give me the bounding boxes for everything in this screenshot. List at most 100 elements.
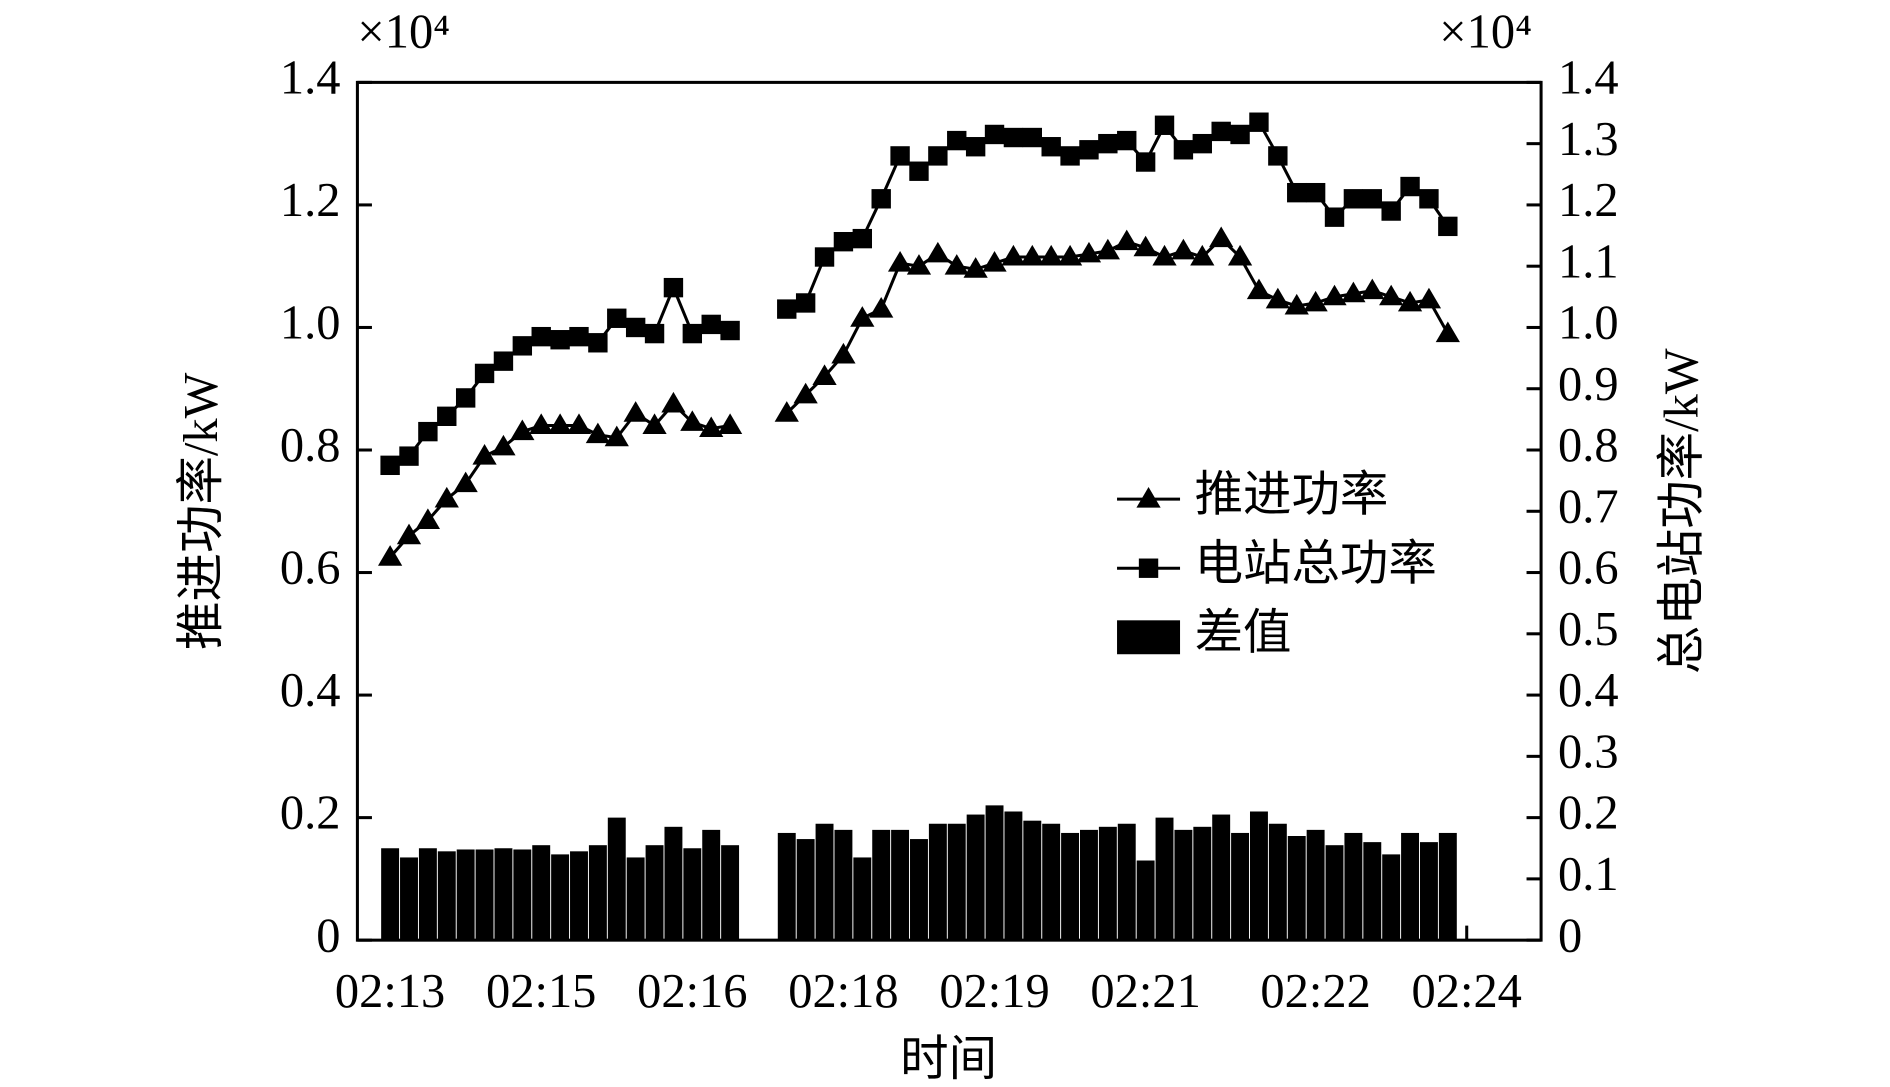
point-marker [869, 296, 894, 318]
point-marker [1114, 229, 1139, 251]
point-marker [1020, 244, 1045, 266]
point-marker [644, 323, 665, 344]
point-marker [1381, 201, 1401, 221]
y2-tick-label: 0 [1558, 909, 1582, 962]
bar [1382, 854, 1401, 941]
point-marker [415, 508, 441, 529]
point-marker [474, 363, 495, 384]
point-marker [1230, 124, 1250, 145]
y-tick-label: 1.4 [280, 52, 341, 105]
bar [721, 845, 740, 941]
legend-marker [1136, 487, 1161, 508]
point-marker [1117, 130, 1137, 151]
point-marker [774, 401, 799, 422]
point-marker [1343, 189, 1364, 209]
point-marker [1246, 278, 1272, 300]
y-tick-label: 0.6 [280, 542, 341, 595]
point-marker [965, 137, 986, 157]
point-marker [588, 333, 608, 353]
y2-tick-label: 0.8 [1558, 419, 1619, 472]
bar [1363, 842, 1382, 941]
point-marker [661, 391, 686, 413]
y-axis-title: 推进功率/kW [175, 372, 228, 650]
bar [910, 839, 928, 941]
bar [1401, 832, 1420, 941]
bar [1136, 860, 1155, 941]
point-marker [1416, 287, 1442, 309]
bar [1098, 826, 1117, 941]
bar [418, 848, 437, 941]
point-marker [944, 254, 969, 275]
bar [1023, 820, 1042, 941]
point-marker [682, 323, 703, 344]
y2-tick-label: 0.7 [1558, 480, 1619, 533]
point-marker [1265, 287, 1290, 309]
bar [626, 857, 645, 941]
bar [588, 845, 607, 941]
point-marker [852, 228, 873, 249]
y2-tick-label: 0.9 [1558, 358, 1619, 411]
point-marker [625, 317, 646, 338]
point-marker [1152, 244, 1177, 266]
point-marker [493, 351, 514, 371]
y-tick-label: 0 [316, 909, 340, 962]
legend-swatch [1117, 620, 1181, 655]
point-marker [717, 413, 743, 434]
bar [702, 829, 721, 941]
bar [1193, 826, 1212, 941]
point-marker [831, 342, 856, 364]
point-marker [833, 231, 854, 252]
point-marker [642, 413, 667, 434]
point-marker [1095, 238, 1120, 260]
point-marker [812, 364, 837, 385]
x-tick-label: 02:15 [486, 965, 596, 1018]
point-marker [850, 306, 875, 327]
point-marker [984, 124, 1005, 145]
bar [891, 829, 910, 941]
point-marker [550, 330, 570, 350]
point-marker [1322, 284, 1347, 306]
point-marker [1400, 176, 1420, 197]
point-marker [890, 146, 910, 166]
bar [1061, 832, 1080, 941]
point-marker [947, 130, 967, 151]
point-marker [909, 161, 929, 181]
bar [607, 817, 626, 941]
point-marker [1041, 137, 1061, 157]
bar [437, 851, 456, 941]
point-marker [472, 444, 497, 465]
point-marker [1003, 127, 1024, 148]
point-marker [1135, 152, 1156, 172]
bar [1325, 845, 1344, 941]
bar [1174, 829, 1193, 941]
x-tick-label: 02:13 [335, 965, 445, 1018]
x-tick-label: 02:22 [1260, 965, 1370, 1018]
point-marker [1435, 321, 1460, 343]
point-marker [928, 146, 948, 166]
y2-tick-label: 1.4 [1558, 52, 1619, 105]
point-marker [1360, 278, 1385, 300]
point-marker [491, 434, 516, 456]
point-marker [1211, 121, 1231, 142]
point-marker [777, 299, 797, 319]
bar [1438, 832, 1457, 941]
point-marker [378, 545, 403, 566]
bar [1117, 823, 1136, 941]
x-axis-title: 时间 [900, 1033, 997, 1086]
point-marker [604, 425, 629, 447]
point-marker [1287, 182, 1307, 203]
y2-tick-label: 1.0 [1558, 297, 1619, 350]
point-marker [925, 241, 950, 263]
y2-tick-label: 0.4 [1558, 664, 1619, 717]
bar [1306, 829, 1325, 941]
point-marker [1079, 140, 1099, 160]
point-marker [1419, 189, 1439, 209]
bar [815, 823, 834, 941]
bar [834, 829, 853, 941]
bar [1231, 832, 1250, 941]
point-marker [585, 422, 610, 444]
x-tick-label: 02:16 [637, 965, 747, 1018]
y-tick-label: 1.0 [280, 297, 341, 350]
bar [494, 848, 513, 941]
y-tick-label: 0.4 [280, 664, 341, 717]
